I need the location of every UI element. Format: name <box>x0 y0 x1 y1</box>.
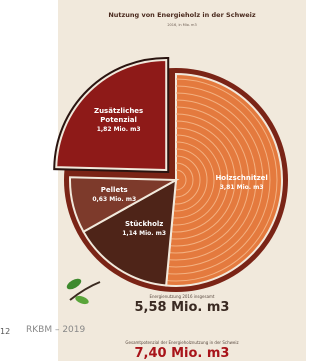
category-name: Pellets <box>83 186 145 195</box>
page-number: 12 <box>0 327 10 336</box>
value-label: 3,81 Mio. m3 <box>206 183 278 192</box>
value-label: 0,63 Mio. m3 <box>83 195 145 204</box>
value-label: 1,14 Mio. m3 <box>112 229 176 238</box>
chart-title: Nutzung von Energieholz in der Schweiz <box>108 11 256 19</box>
potential-caption: Gesamtpotenzial der Energieholznutzung i… <box>58 340 306 345</box>
category-name: Holzschnitzel <box>206 174 278 183</box>
category-name: Stückholz <box>112 220 176 229</box>
footer: RKBM – 2019 <box>26 325 85 335</box>
total: 5,58 Mio. m3 <box>58 300 306 315</box>
chart-subtitle: 2016, in Mio. m3 <box>167 23 196 27</box>
total-caption: Energienutzung 2016 insgesamt <box>58 294 306 299</box>
page: Nutzung von Energieholz in der Schweiz 2… <box>0 0 306 361</box>
potential: 7,40 Mio. m3 <box>58 346 306 361</box>
value-label: 1,82 Mio. m3 <box>89 125 149 134</box>
category-name: Zusätzliches Potenzial <box>93 107 145 125</box>
